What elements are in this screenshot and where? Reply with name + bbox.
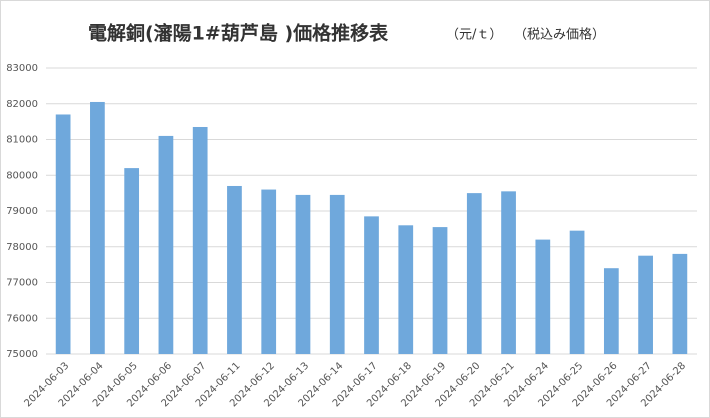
y-tick-label: 77000 <box>6 278 38 289</box>
y-tick-label: 80000 <box>6 170 38 181</box>
bar <box>158 135 174 354</box>
bar <box>603 268 619 354</box>
bar <box>295 194 311 354</box>
bar <box>432 227 448 354</box>
y-tick-label: 78000 <box>6 242 38 253</box>
bar <box>638 255 653 354</box>
chart-subtitle: （元/ｔ） <box>446 28 502 43</box>
bar <box>124 168 140 354</box>
bar <box>261 189 277 354</box>
y-tick-label: 75000 <box>6 349 38 360</box>
bar <box>192 126 208 354</box>
y-tick-label: 81000 <box>6 135 38 146</box>
y-tick-label: 83000 <box>6 63 38 74</box>
annotation: （税込み価格） <box>514 27 605 43</box>
bar <box>227 185 242 354</box>
bar <box>535 239 551 354</box>
bar <box>329 194 345 354</box>
y-tick-label: 76000 <box>6 313 38 324</box>
bar <box>466 193 482 354</box>
y-tick-label: 79000 <box>6 206 38 217</box>
y-tick-label: 82000 <box>6 99 38 110</box>
bar <box>672 253 688 354</box>
bar <box>569 230 585 354</box>
bar <box>501 191 516 354</box>
bar <box>364 216 379 354</box>
chart-title: 電解銅(瀋陽1#葫芦島 )価格推移表 <box>88 22 389 45</box>
bar <box>55 114 71 354</box>
bar <box>398 225 414 354</box>
bar <box>90 101 105 355</box>
